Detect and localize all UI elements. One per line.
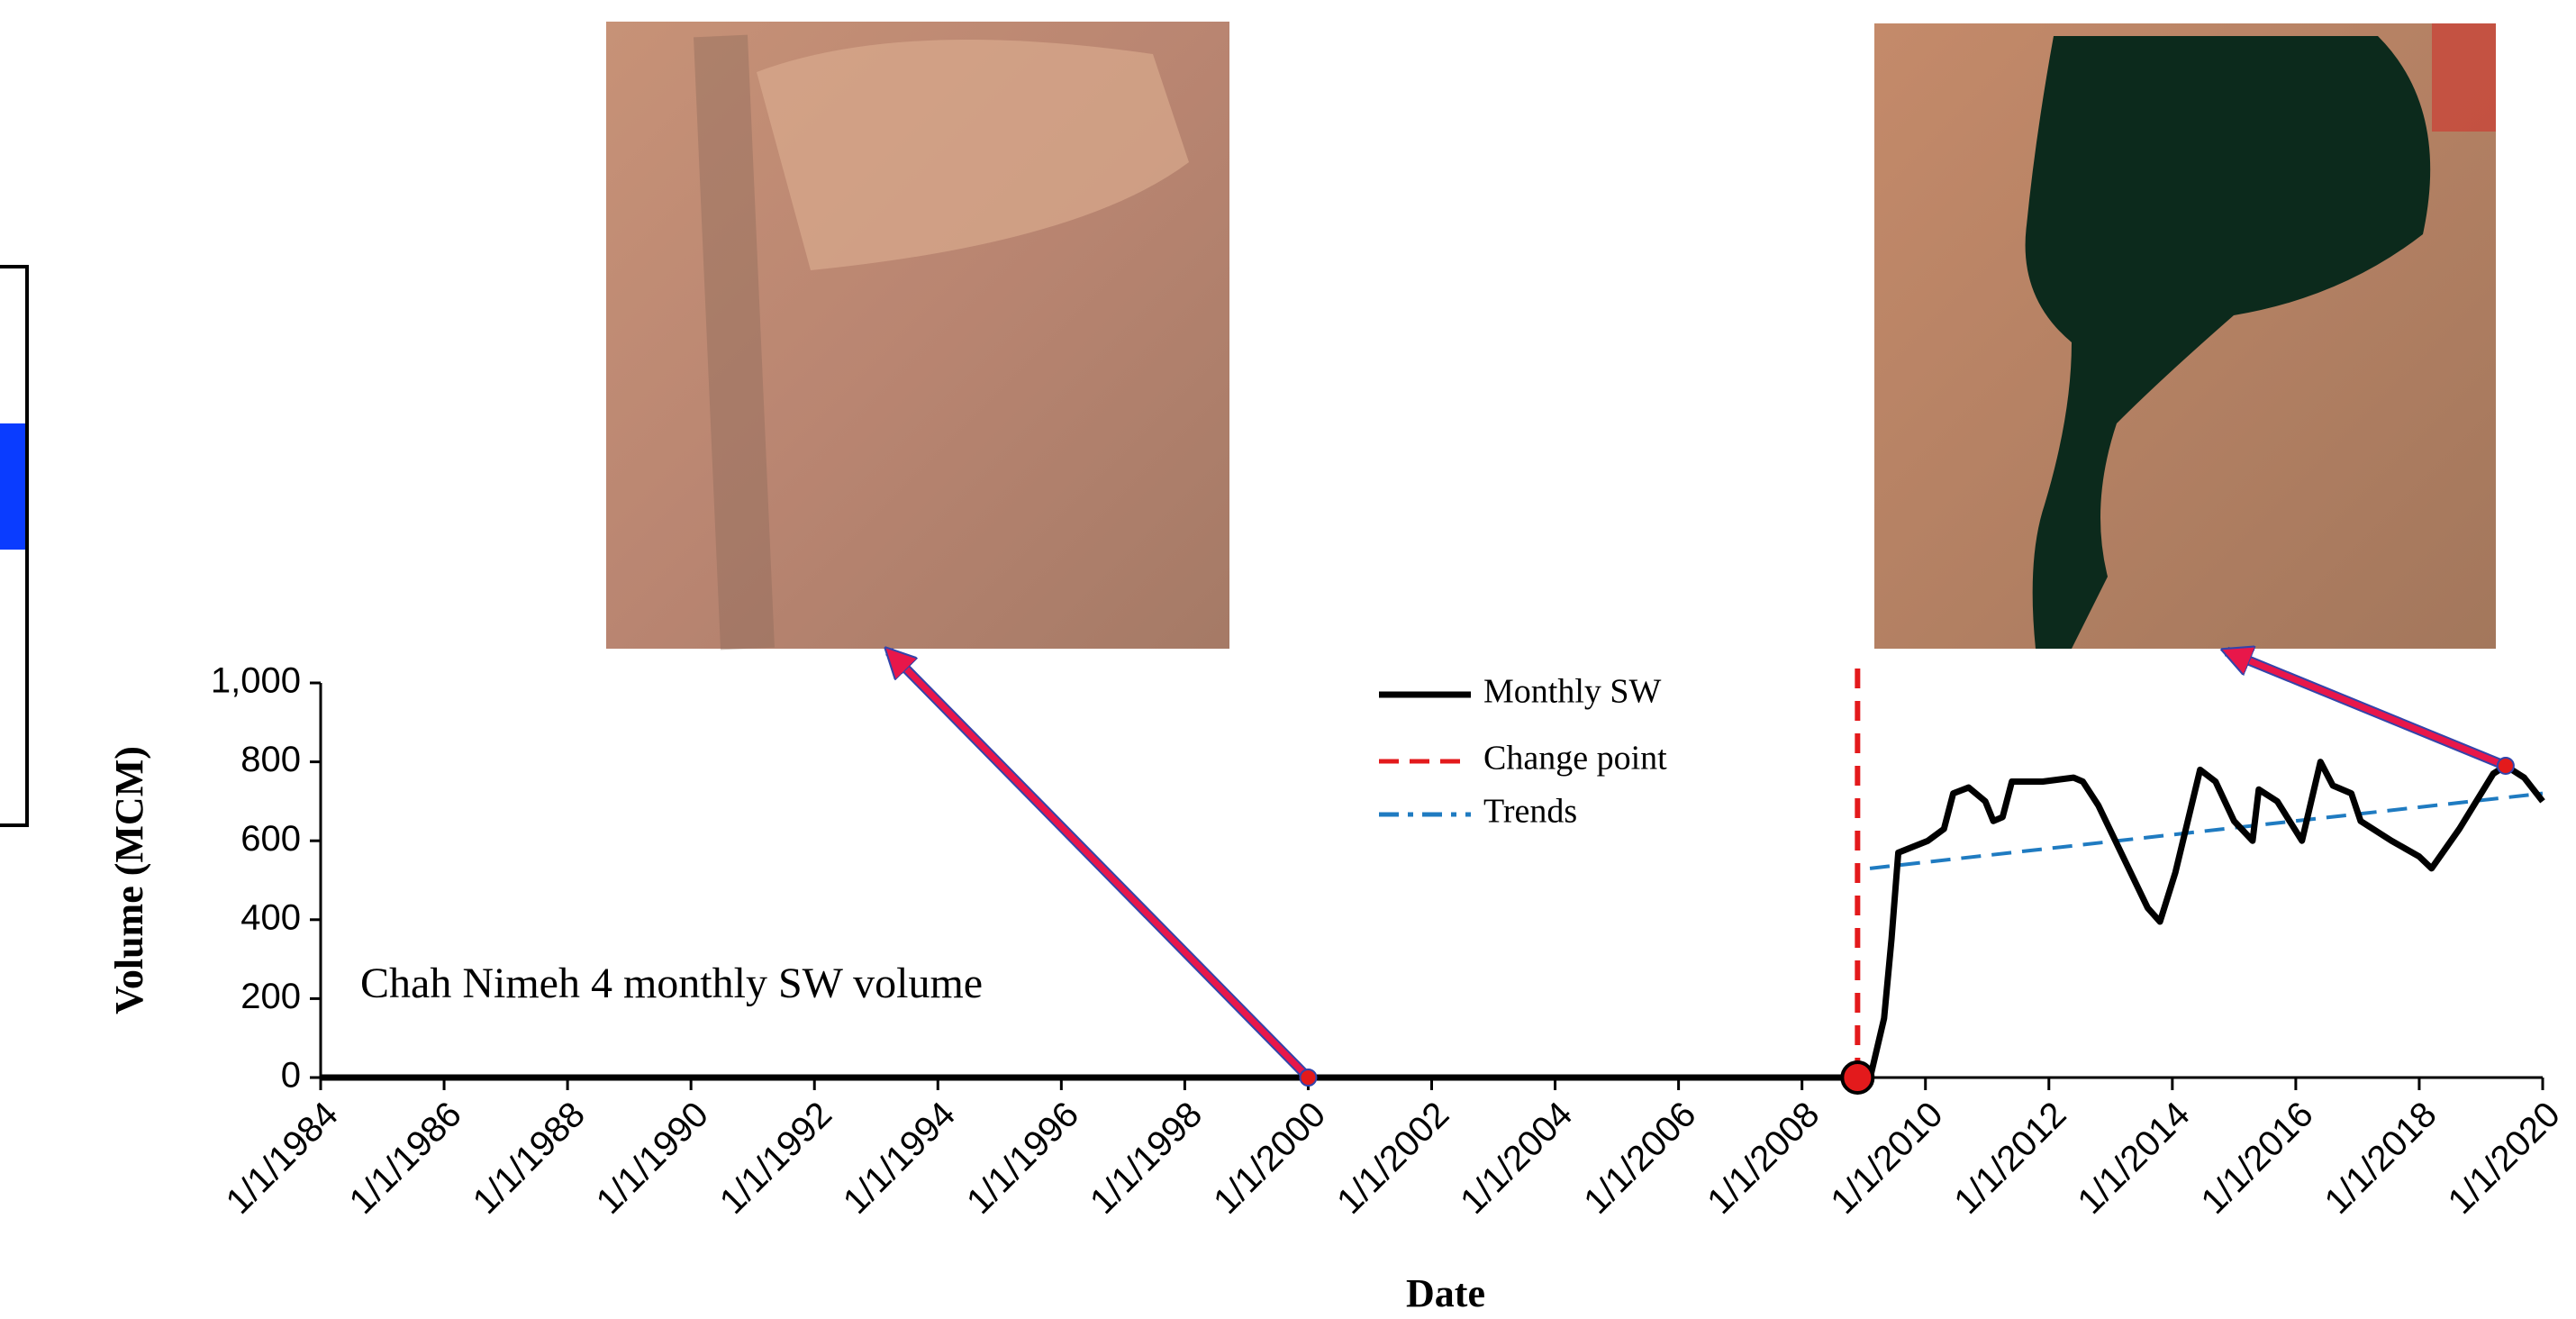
legend-label: Change point [1483,740,1667,778]
x-tick-label: 1/1/2016 [2194,1095,2321,1222]
satellite-image-after [1874,23,2496,649]
x-tick-label: 1/1/2006 [1576,1095,1703,1222]
x-tick-label: 1/1/1992 [712,1095,839,1222]
highlight-point [1842,1062,1873,1093]
x-tick-label: 1/1/2012 [1946,1095,2073,1222]
y-tick-label: 600 [240,819,301,859]
x-axis-label: Date [1406,1271,1485,1315]
satellite-image-before [606,22,1229,649]
y-tick-label: 400 [240,897,301,937]
y-axis-label: Volume (MCM) [107,746,151,1014]
x-tick-label: 1/1/1984 [219,1095,346,1222]
x-tick-label: 1/1/1986 [342,1095,469,1222]
x-tick-label: 1/1/1996 [959,1095,1086,1222]
x-tick-label: 1/1/2014 [2070,1095,2197,1222]
arrow [889,651,1308,1078]
y-tick-label: 200 [240,977,301,1016]
series-line [321,794,2543,1078]
chart-annotation: Chah Nimeh 4 monthly SW volume [360,960,983,1007]
legend-label: Monthly SW [1483,673,1662,711]
chart: Chah Nimeh 4 monthly SW volume Volume (M… [0,0,2576,1319]
x-tick-label: 1/1/2000 [1206,1095,1333,1222]
x-tick-label: 1/1/2010 [1823,1095,1950,1222]
x-tick-label: 1/1/2020 [2441,1095,2568,1222]
y-tick-label: 1,000 [211,661,301,701]
x-tick-label: 1/1/2002 [1329,1095,1456,1222]
x-tick-label: 1/1/1994 [836,1095,963,1222]
y-tick-label: 0 [281,1056,301,1096]
x-tick-label: 1/1/1990 [589,1095,716,1222]
legend-label: Trends [1483,793,1577,831]
x-tick-label: 1/1/2018 [2317,1095,2444,1222]
y-tick-label: 800 [240,740,301,779]
highlight-point [1300,1069,1316,1086]
x-tick-label: 1/1/2008 [1700,1095,1827,1222]
x-tick-label: 1/1/1988 [466,1095,593,1222]
x-tick-label: 1/1/2004 [1453,1095,1580,1222]
highlight-point [2498,758,2514,774]
x-tick-label: 1/1/1998 [1083,1095,1210,1222]
cropped-panel [0,267,27,825]
arrow [2227,651,2506,766]
series-line [321,762,2543,1078]
